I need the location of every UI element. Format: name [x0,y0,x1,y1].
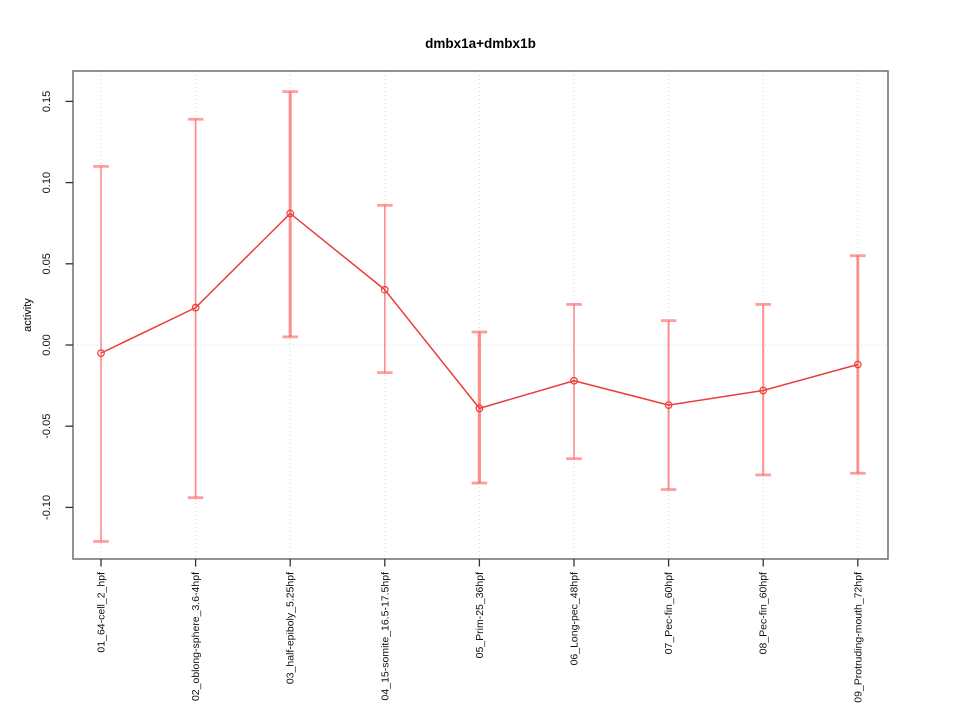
x-category-label: 09_Protruding-mouth_72hpf [852,572,864,703]
error-bar [755,302,771,477]
y-tick-label: 0.05 [41,253,53,274]
y-tick-label: 0.10 [41,172,53,193]
x-category-label: 06_Long-pec_48hpf [569,572,581,666]
error-bar [566,302,582,461]
x-category-label: 02_oblong-sphere_3.6-4hpf [190,572,202,701]
data-point [286,209,295,218]
y-tick-label: 0.00 [41,334,53,355]
data-point [759,386,768,395]
y-tick-label: 0.15 [41,91,53,112]
x-category-label: 01_64-cell_2_hpf [96,572,108,653]
x-category-label: 05_Prim-25_36hpf [474,572,486,658]
plot-border [72,70,889,560]
y-tick-label: -0.10 [41,495,53,520]
error-bar [850,254,866,475]
data-point [853,360,862,369]
x-axis: 01_64-cell_2_hpf 02_oblong-sphere_3.6-4hp… [96,559,864,703]
data-point [570,376,578,385]
chart-title: dmbx1a+dmbx1b [425,36,536,51]
x-category-label: 08_Pec-fin_60hpf [758,572,770,654]
data-line [100,212,858,410]
data-point [97,349,105,358]
y-tick-label: -0.05 [41,414,53,439]
data-point [191,303,200,312]
y-axis-label: activity [22,298,34,332]
data-point [664,401,673,409]
data-points [97,209,862,413]
data-point [475,404,484,413]
data-point [380,285,389,294]
x-category-label: 04_15-somite_16.5-17.5hpf [379,572,391,701]
x-category-label: 07_Pec-fin_60hpf [663,572,675,654]
y-axis: 0.15 0.10 0.05 0.00 -0.05 -0.10 [41,91,73,520]
x-category-label: 03_half-epiboly_5.25hpf [285,572,297,684]
error-bar [93,164,109,543]
